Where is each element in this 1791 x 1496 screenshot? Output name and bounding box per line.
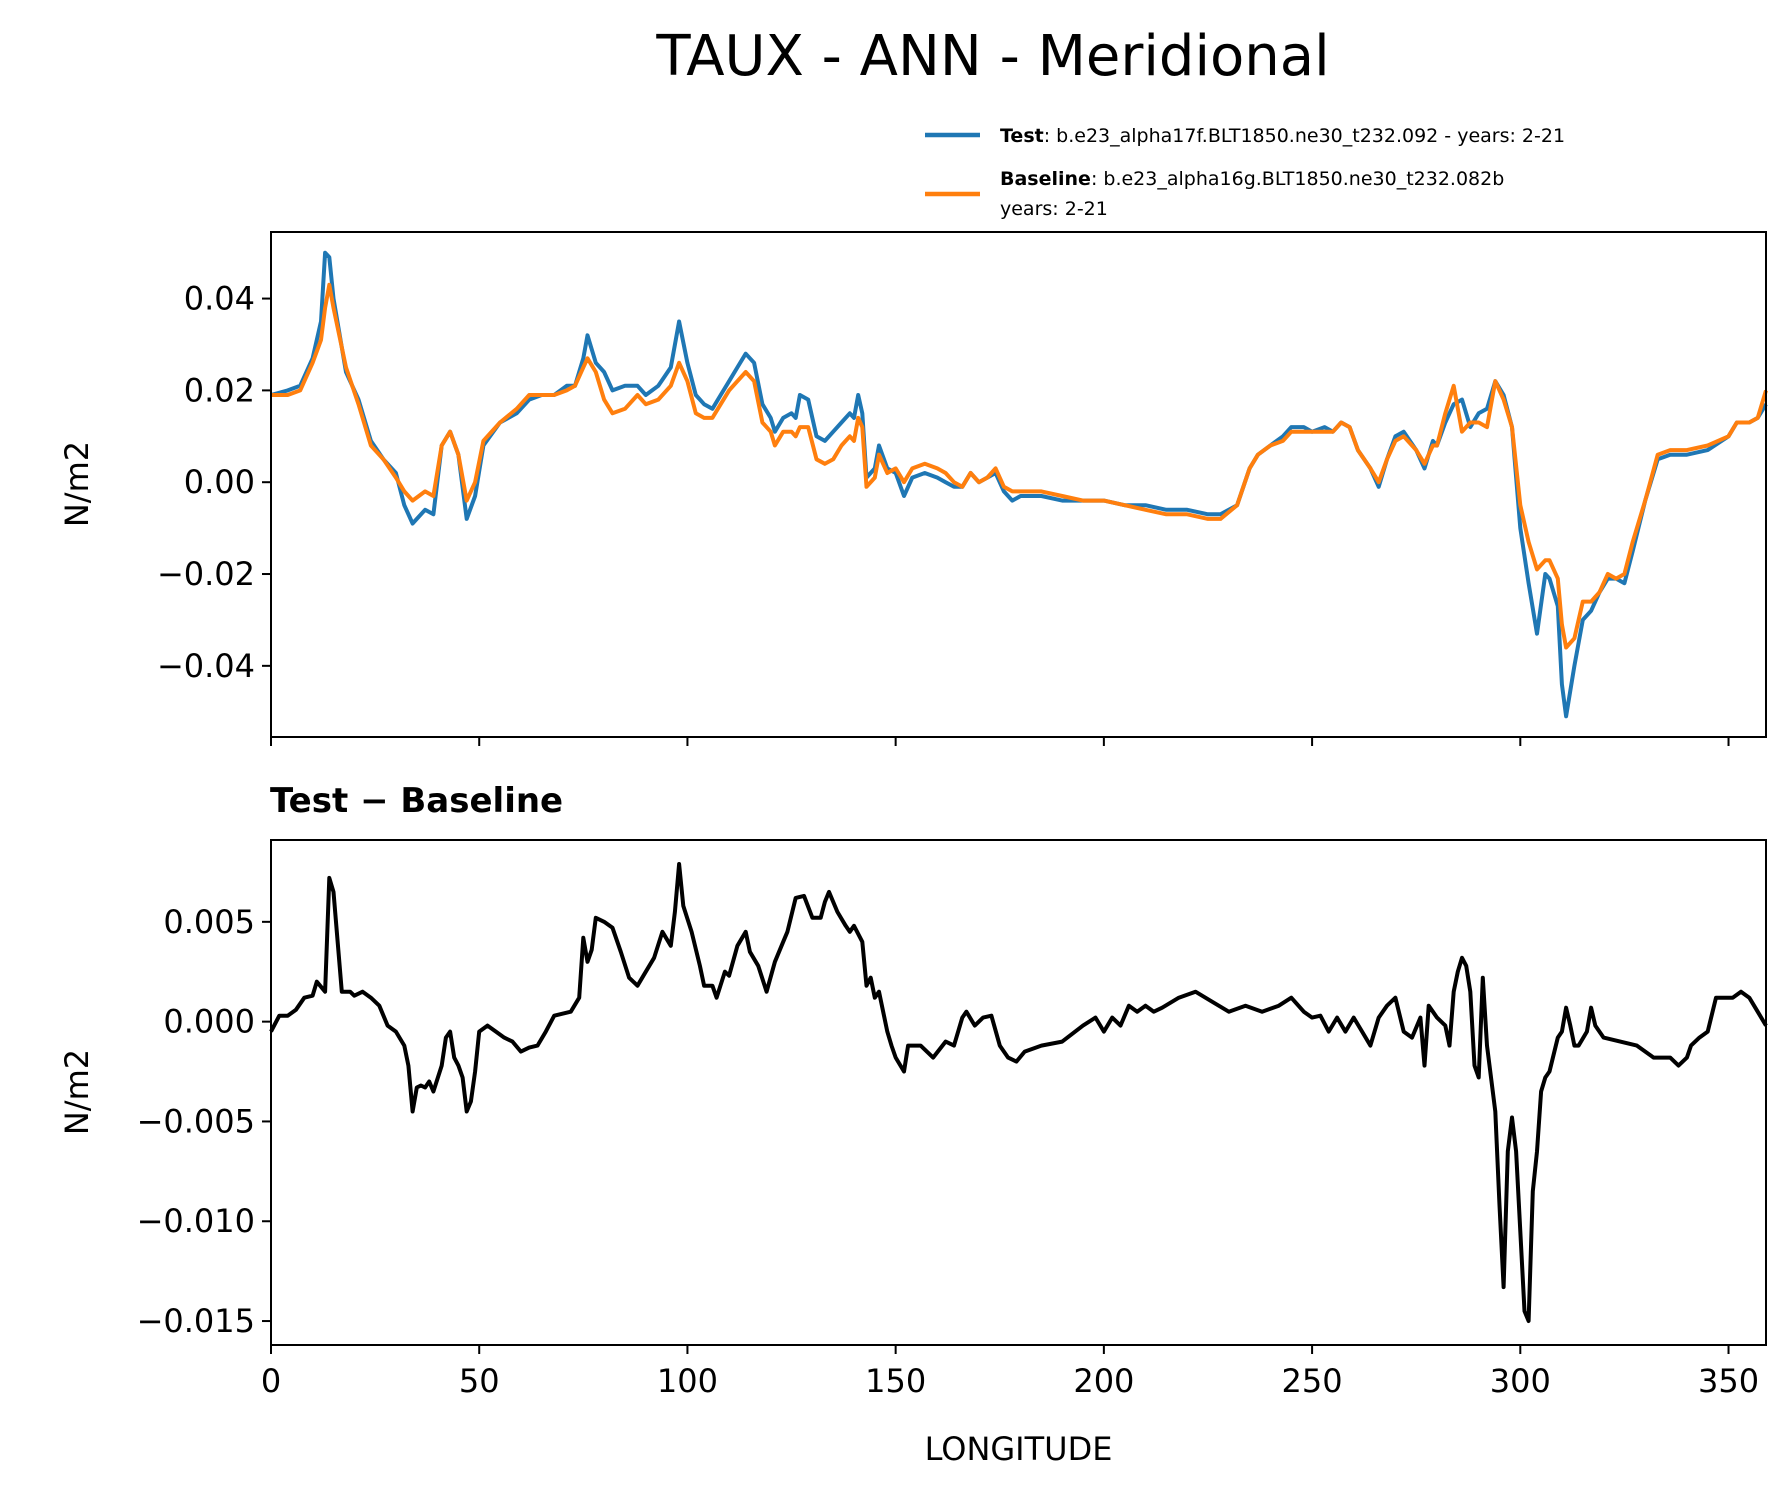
bottom-panel-title: Test − Baseline [270, 781, 563, 821]
figure-title: TAUX - ANN - Meridional [655, 24, 1329, 89]
bottom-x-tick-label: 350 [1698, 1362, 1759, 1400]
legend-test-desc: b.e23_alpha17f.BLT1850.ne30_t232.092 - y… [1056, 125, 1565, 147]
top-panel: 0.04 0.02 0.00 −0.02 −0.04 N/m2 [58, 231, 1768, 746]
x-axis-label: LONGITUDE [925, 1430, 1113, 1468]
legend: Test: b.e23_alpha17f.BLT1850.ne30_t232.0… [925, 125, 1565, 220]
legend-baseline-sep: : [1091, 168, 1103, 190]
top-y-tick-label: −0.02 [157, 555, 255, 593]
top-y-tick-label: 0.04 [184, 280, 255, 318]
bottom-axes-frame [270, 839, 1767, 1346]
bottom-y-tick-label: −0.005 [137, 1102, 255, 1140]
bottom-x-tick-label: 50 [459, 1362, 500, 1400]
legend-baseline-desc: b.e23_alpha16g.BLT1850.ne30_t232.082b [1103, 168, 1504, 190]
legend-test-sep: : [1044, 125, 1056, 147]
svg-text:Test: b.e23_alpha17f.BLT1850.n: Test: b.e23_alpha17f.BLT1850.ne30_t232.0… [1000, 125, 1565, 147]
bottom-x-tick-label: 150 [865, 1362, 926, 1400]
bottom-y-tick-label: 0.005 [163, 903, 255, 941]
top-y-axis-label: N/m2 [58, 441, 96, 527]
top-y-tick-label: −0.04 [157, 647, 255, 685]
bottom-y-axis-label: N/m2 [58, 1049, 96, 1135]
svg-text:Baseline: b.e23_alpha16g.BLT18: Baseline: b.e23_alpha16g.BLT1850.ne30_t2… [1000, 168, 1504, 190]
top-y-tick-label: 0.02 [184, 371, 255, 409]
bottom-x-tick-label: 100 [657, 1362, 718, 1400]
bottom-x-tick-label: 250 [1282, 1362, 1343, 1400]
top-axes-frame [270, 231, 1767, 738]
legend-test-name: Test [1000, 125, 1044, 147]
bottom-y-tick-label: −0.015 [137, 1302, 255, 1340]
bottom-x-tick-label: 200 [1073, 1362, 1134, 1400]
bottom-y-tick-label: −0.010 [137, 1202, 255, 1240]
top-y-tick-label: 0.00 [184, 463, 255, 501]
bottom-x-tick-label: 0 [261, 1362, 281, 1400]
bottom-x-tick-label: 300 [1490, 1362, 1551, 1400]
top-series-line-baseline [271, 282, 1768, 650]
legend-baseline-name: Baseline [1000, 168, 1091, 190]
bottom-series-line-test-baseline [269, 862, 1768, 1323]
bottom-y-tick-label: 0.000 [163, 1003, 255, 1041]
top-series-line-test [270, 250, 1768, 719]
legend-baseline-desc-line2: years: 2-21 [1000, 198, 1108, 220]
